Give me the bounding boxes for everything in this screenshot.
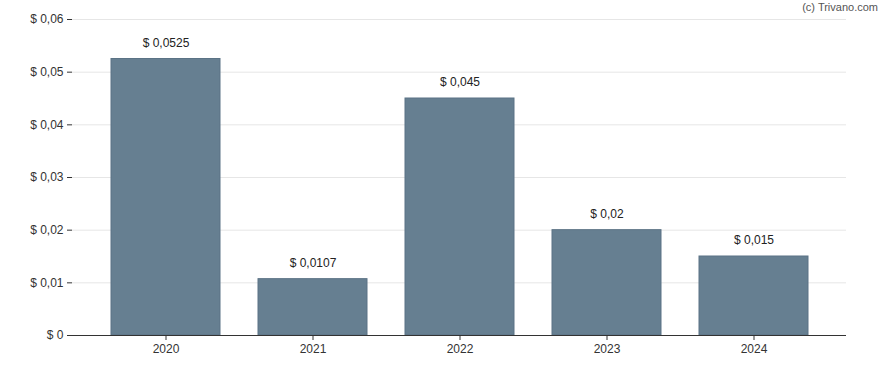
svg-text:$ 0,02: $ 0,02 [30, 223, 64, 237]
svg-text:$ 0,02: $ 0,02 [590, 207, 624, 221]
svg-text:$ 0,04: $ 0,04 [30, 118, 64, 132]
svg-text:$ 0,01: $ 0,01 [30, 276, 64, 290]
svg-text:2023: 2023 [594, 342, 621, 356]
svg-text:$ 0,05: $ 0,05 [30, 65, 64, 79]
svg-text:2024: 2024 [741, 342, 768, 356]
svg-text:$ 0,0107: $ 0,0107 [290, 256, 337, 270]
svg-text:2021: 2021 [300, 342, 327, 356]
svg-text:2022: 2022 [447, 342, 474, 356]
svg-text:$ 0,015: $ 0,015 [734, 233, 774, 247]
svg-text:$ 0,045: $ 0,045 [440, 75, 480, 89]
svg-text:$ 0,06: $ 0,06 [30, 12, 64, 26]
svg-text:$ 0,03: $ 0,03 [30, 170, 64, 184]
svg-text:$ 0: $ 0 [47, 328, 64, 342]
html-text:(c) Trivano.com: (c) Trivano.com [802, 1, 878, 13]
svg-text:2020: 2020 [153, 342, 180, 356]
svg-text:$ 0,0525: $ 0,0525 [143, 36, 190, 50]
